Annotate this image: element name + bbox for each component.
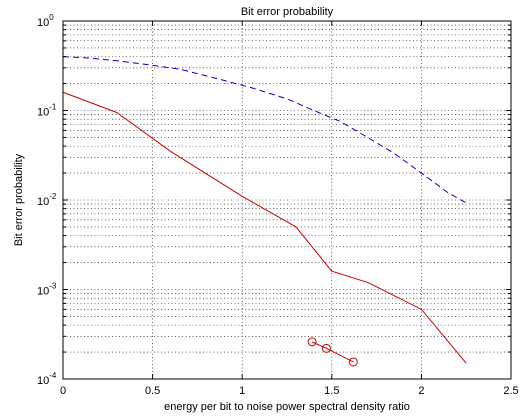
chart-title: Bit error probability [241, 6, 334, 18]
x-tick-label: 2.5 [503, 385, 518, 397]
series-3-point [321, 343, 331, 353]
grid-layer [63, 21, 511, 379]
x-tick-label: 0.5 [145, 385, 160, 397]
y-tick-label: 100 [37, 13, 54, 29]
x-tick-label: 2 [418, 385, 424, 397]
x-axis-label: energy per bit to noise power spectral d… [164, 401, 410, 413]
y-tick-label: 10-4 [37, 371, 57, 387]
x-tick-label: 1.5 [324, 385, 339, 397]
label-layer: 0 0.5 1 1.5 2 2.5 100 10-1 10-2 10-3 10-4 [37, 13, 519, 397]
x-tick-label: 1 [239, 385, 245, 397]
series-3-point [307, 337, 317, 347]
series-2-line [62, 91, 467, 364]
series-3-point [348, 357, 358, 367]
series-1-line [62, 56, 467, 204]
series-3-line [311, 341, 354, 363]
y-tick-label: 10-3 [37, 282, 57, 298]
y-axis-label: Bit error probability [13, 153, 25, 246]
tick-layer [62, 20, 512, 380]
x-tick-label: 0 [60, 385, 66, 397]
y-tick-label: 10-1 [37, 103, 57, 119]
series-layer [62, 56, 467, 367]
y-tick-label: 10-2 [37, 192, 57, 208]
